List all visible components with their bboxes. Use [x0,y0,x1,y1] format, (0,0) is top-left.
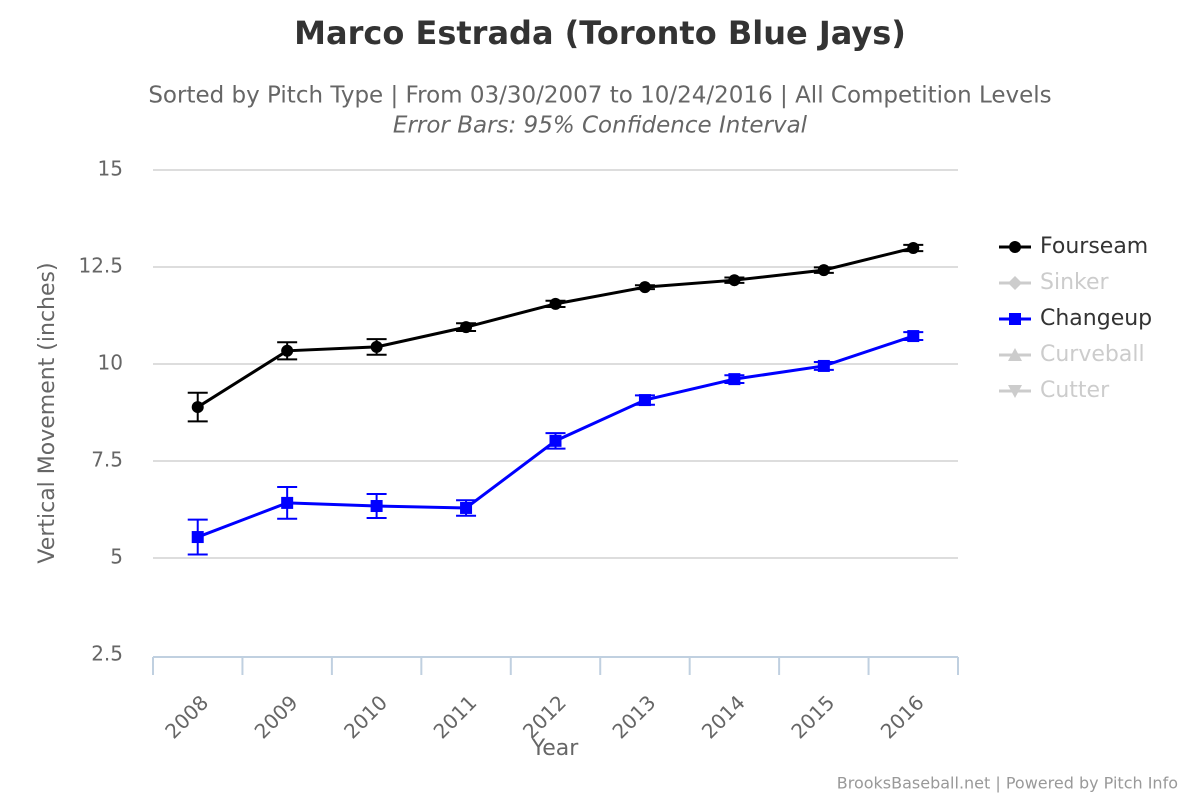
data-point [281,496,294,509]
data-point [638,394,651,407]
legend-item[interactable]: Sinker [999,270,1110,295]
legend-label: Cutter [1040,378,1110,403]
data-point [817,264,830,277]
x-tick-label: 2010 [339,690,392,743]
y-tick-label: 12.5 [78,254,123,278]
x-tick-label: 2009 [250,690,303,743]
legend-label: Sinker [1040,270,1110,295]
data-point [907,241,920,254]
data-point [281,344,294,357]
data-point [817,359,830,372]
y-tick-label: 7.5 [91,448,123,472]
data-point [460,501,473,514]
legend-marker [1009,313,1021,325]
x-tick-label: 2016 [876,690,929,743]
data-point [728,274,741,287]
legend-item[interactable]: Cutter [999,378,1110,403]
y-tick-label: 2.5 [91,642,123,666]
y-tick-label: 5 [110,545,123,569]
legend-marker [1008,385,1022,398]
x-tick-label: 2013 [607,690,660,743]
x-tick-label: 2015 [786,690,839,743]
x-tick-label: 2011 [429,690,482,743]
legend-item[interactable]: Changeup [999,306,1152,331]
y-axis-label: Vertical Movement (inches) [35,262,60,563]
credits: BrooksBaseball.net | Powered by Pitch In… [837,774,1178,793]
legend-marker [1008,348,1022,361]
x-tick-label: 2014 [697,690,750,743]
data-point [191,531,204,544]
legend-label: Fourseam [1040,234,1148,259]
data-point [191,401,204,414]
data-point [370,340,383,353]
y-tick-label: 10 [98,351,123,375]
data-point [370,500,383,513]
data-point [638,281,651,294]
data-point [549,434,562,447]
data-point [549,297,562,310]
legend-label: Changeup [1040,306,1152,331]
chart-note: Error Bars: 95% Confidence Interval [393,113,808,139]
legend-item[interactable]: Curveball [999,342,1145,367]
series-line [196,246,914,409]
chart-subtitle: Sorted by Pitch Type | From 03/30/2007 t… [148,83,1051,109]
y-tick-label: 15 [98,157,123,181]
data-point [728,373,741,386]
legend-marker [1008,276,1022,290]
legend-marker [1009,241,1021,253]
data-point [460,321,473,334]
x-tick-label: 2008 [160,690,213,743]
legend-label: Curveball [1040,342,1145,367]
x-axis-label: Year [531,736,580,761]
data-point [907,330,920,343]
legend-item[interactable]: Fourseam [999,234,1148,259]
chart-title: Marco Estrada (Toronto Blue Jays) [294,14,906,52]
